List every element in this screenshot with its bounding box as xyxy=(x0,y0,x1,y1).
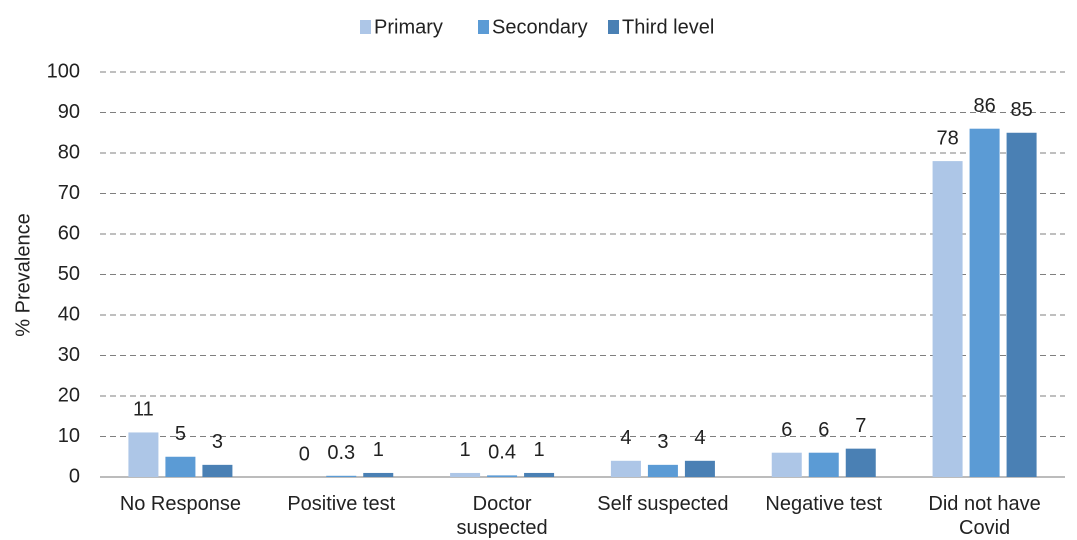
bar xyxy=(932,161,963,477)
value-label: 86 xyxy=(973,95,995,117)
bar xyxy=(165,456,196,477)
value-label: 1 xyxy=(460,439,471,461)
value-label: 6 xyxy=(781,419,792,441)
legend-label: Secondary xyxy=(492,16,588,38)
y-tick-label: 10 xyxy=(58,425,80,447)
bar xyxy=(845,448,876,477)
y-tick-label: 40 xyxy=(58,303,80,325)
legend-swatch xyxy=(360,20,371,34)
x-tick-label: No Response xyxy=(119,493,241,515)
value-label: 4 xyxy=(620,427,631,449)
value-label: 85 xyxy=(1010,99,1032,121)
legend-swatch xyxy=(478,20,489,34)
y-tick-label: 30 xyxy=(58,344,80,366)
legend-label: Primary xyxy=(374,16,443,38)
value-label: 11 xyxy=(133,399,154,421)
bar xyxy=(128,432,159,477)
x-tick-label: Positive test xyxy=(287,493,396,515)
bar xyxy=(202,464,233,477)
bar xyxy=(363,472,394,477)
value-label: 3 xyxy=(657,431,668,453)
legend-label: Third level xyxy=(622,16,714,38)
value-label: 7 xyxy=(855,415,866,437)
legend-swatch xyxy=(608,20,619,34)
y-tick-label: 100 xyxy=(47,60,80,82)
x-tick-label: Negative test xyxy=(765,493,883,515)
value-label: 1 xyxy=(534,439,545,461)
value-label: 4 xyxy=(694,427,705,449)
bar xyxy=(1006,132,1037,477)
y-tick-label: 70 xyxy=(58,182,80,204)
value-label: 0 xyxy=(299,443,310,465)
bar xyxy=(647,464,678,477)
y-axis-label: % Prevalence xyxy=(12,213,34,336)
bar xyxy=(771,452,802,477)
value-label: 3 xyxy=(212,431,223,453)
value-label: 78 xyxy=(936,127,958,149)
y-tick-label: 60 xyxy=(58,222,80,244)
value-label: 6 xyxy=(818,419,829,441)
y-tick-label: 50 xyxy=(58,263,80,285)
bar xyxy=(684,460,715,477)
value-label: 1 xyxy=(373,439,384,461)
bar xyxy=(808,452,839,477)
y-tick-label: 80 xyxy=(58,141,80,163)
bar xyxy=(450,472,481,477)
value-label: 0.3 xyxy=(327,442,355,464)
bar xyxy=(524,472,555,477)
bar xyxy=(487,475,518,477)
bar xyxy=(969,128,1000,477)
value-label: 0.4 xyxy=(488,442,516,464)
x-tick-label: Doctor suspected xyxy=(456,493,548,539)
x-tick-label: Did not have Covid xyxy=(928,493,1041,539)
bar xyxy=(610,460,641,477)
bar xyxy=(326,475,357,477)
y-tick-label: 0 xyxy=(69,465,80,487)
x-tick-label: Self suspected xyxy=(597,493,729,515)
y-tick-label: 20 xyxy=(58,384,80,406)
value-label: 5 xyxy=(175,423,186,445)
y-tick-label: 90 xyxy=(58,101,80,123)
